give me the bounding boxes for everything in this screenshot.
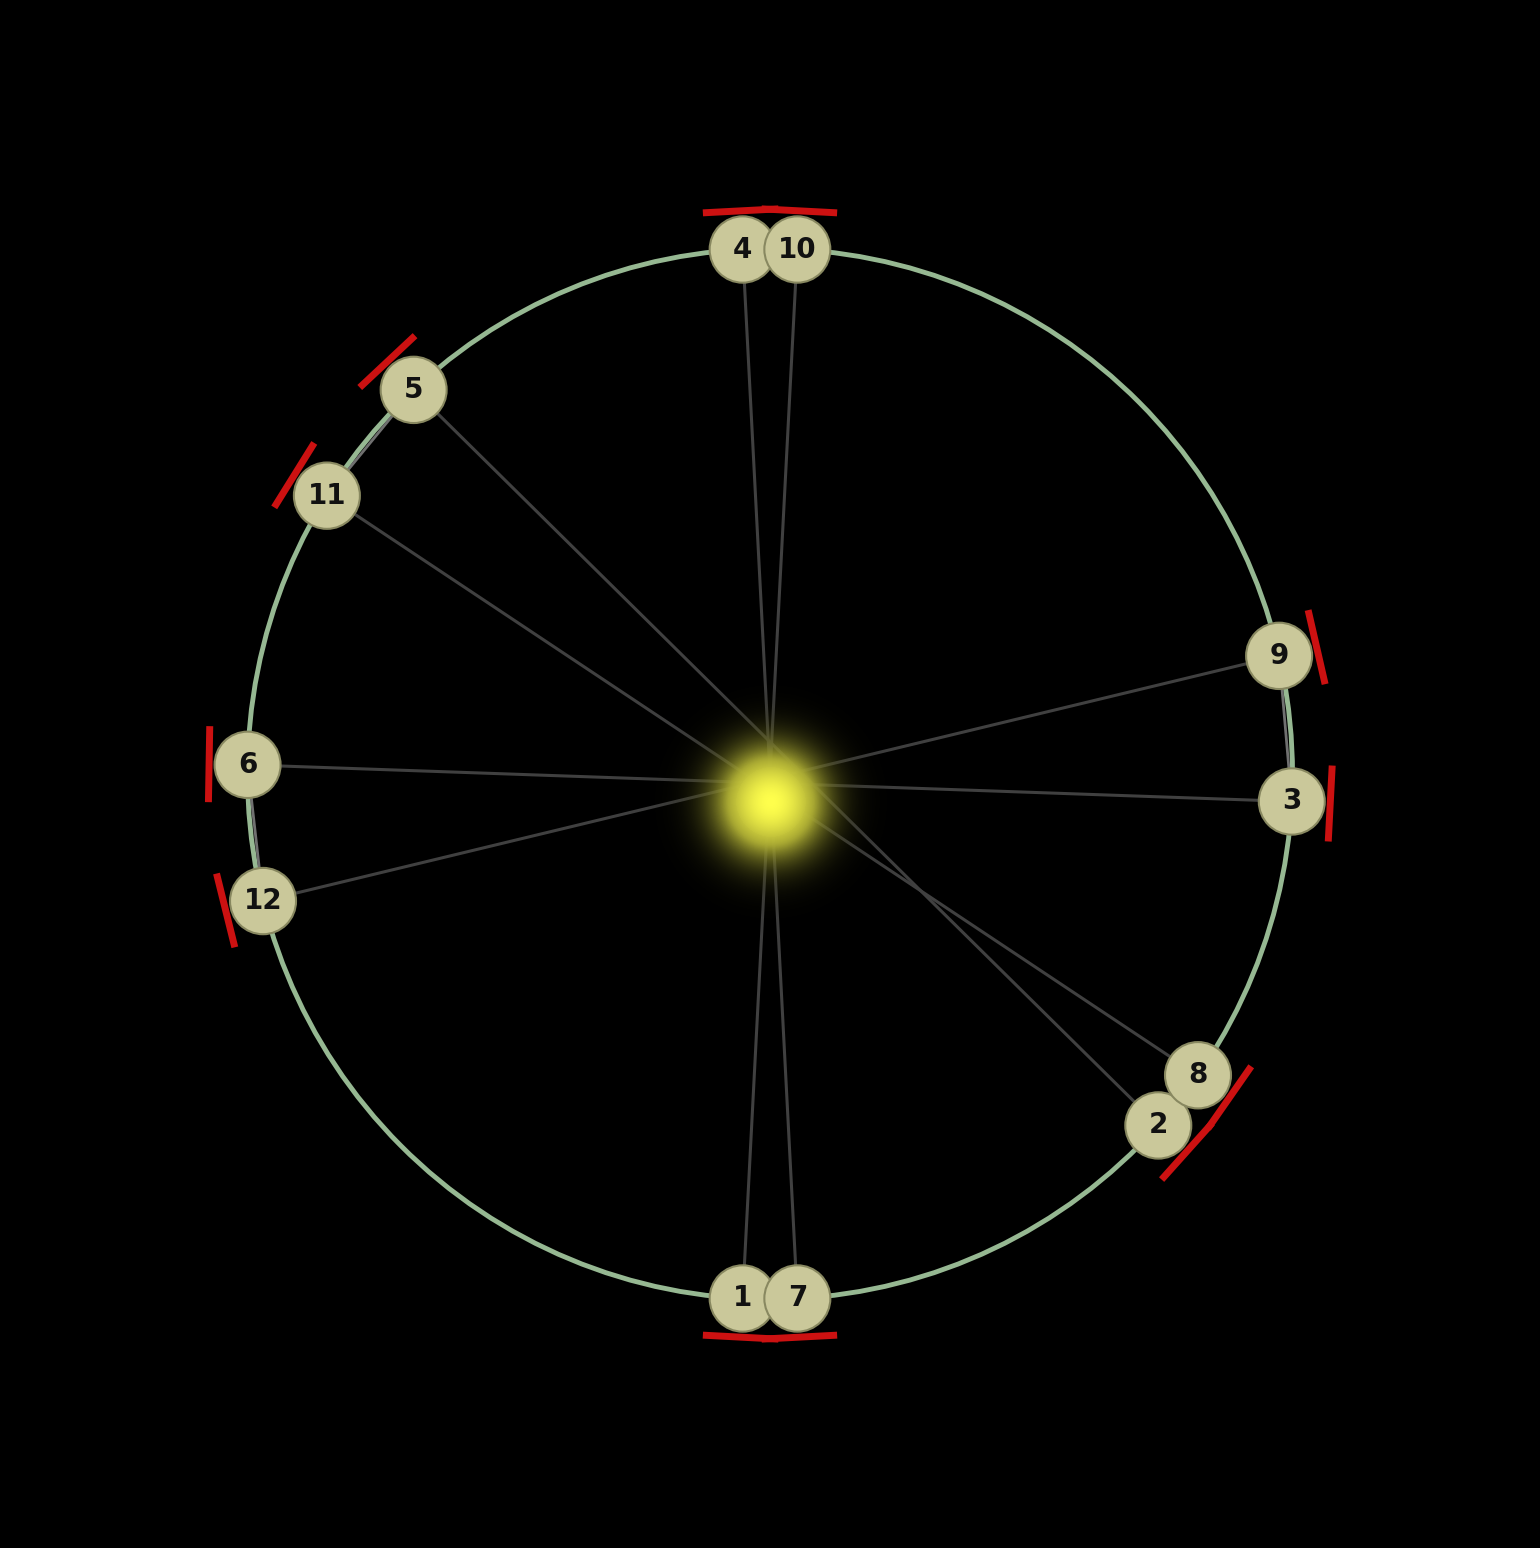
Circle shape xyxy=(1246,622,1312,689)
Text: 2: 2 xyxy=(1149,1111,1167,1139)
Circle shape xyxy=(229,868,296,935)
Circle shape xyxy=(710,217,776,283)
Circle shape xyxy=(1258,768,1324,834)
Text: 5: 5 xyxy=(403,376,424,404)
Text: 8: 8 xyxy=(1189,1062,1207,1090)
Circle shape xyxy=(764,1265,830,1331)
Text: 7: 7 xyxy=(787,1285,807,1313)
Circle shape xyxy=(1126,1093,1192,1158)
Text: 9: 9 xyxy=(1269,642,1289,670)
Circle shape xyxy=(710,1265,776,1331)
Text: 3: 3 xyxy=(1283,788,1301,816)
Circle shape xyxy=(380,356,447,423)
Text: 4: 4 xyxy=(733,235,753,263)
Text: 10: 10 xyxy=(778,235,816,263)
Text: 11: 11 xyxy=(308,481,346,509)
Circle shape xyxy=(294,463,360,529)
Text: 6: 6 xyxy=(237,751,257,779)
Circle shape xyxy=(764,217,830,283)
Text: 12: 12 xyxy=(243,887,282,915)
Circle shape xyxy=(214,732,280,799)
Text: 1: 1 xyxy=(733,1285,752,1313)
Circle shape xyxy=(1164,1042,1230,1108)
